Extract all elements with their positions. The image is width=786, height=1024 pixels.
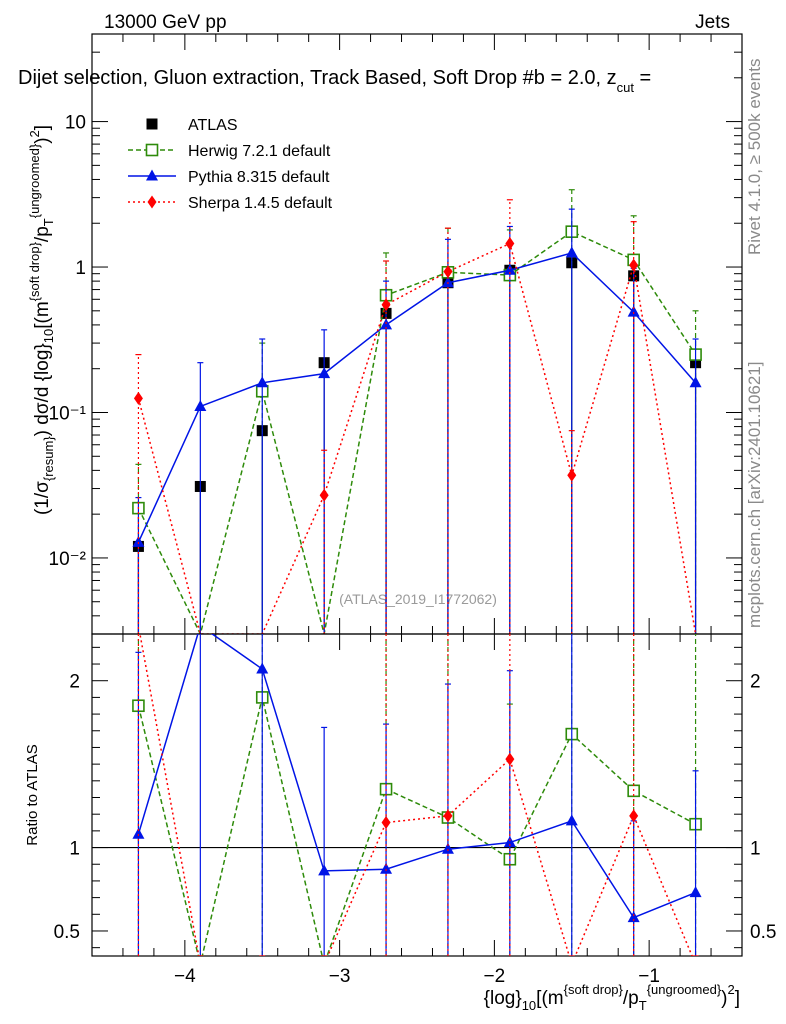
- ratio-series-pythia: [132, 634, 702, 956]
- plot-title-tail: =: [634, 67, 651, 89]
- main-y-tick-label: 1: [75, 258, 86, 279]
- ratio-point-pythia: [132, 827, 145, 839]
- legend-item-herwig: Herwig 7.2.1 default: [128, 143, 331, 160]
- category-label: Jets: [695, 12, 730, 33]
- main-y-tick-label: 10⁻¹: [49, 403, 87, 424]
- ratio-point-pythia: [441, 842, 454, 854]
- legend: ATLAS Herwig 7.2.1 default Pythia 8.315 de…: [128, 117, 333, 212]
- main-y-tick-label: 10⁻²: [49, 549, 87, 570]
- point-sherpa: [629, 258, 639, 272]
- point-pythia: [256, 376, 269, 388]
- ratio-point-sherpa: [629, 809, 639, 823]
- ratio-y-tick-label-right: 2: [750, 672, 761, 693]
- ratio-frame: [91, 633, 743, 957]
- ratio-point-pythia: [627, 911, 640, 923]
- mcplots-label: mcplots.cern.ch [arXiv:2401.10621]: [745, 362, 764, 628]
- line-herwig: [137, 230, 697, 634]
- ratio-point-sherpa: [443, 809, 453, 823]
- legend-label-atlas: ATLAS: [188, 117, 238, 134]
- point-pythia: [627, 305, 640, 317]
- rivet-version-label: Rivet 4.1.0, ≥ 500k events: [745, 59, 764, 255]
- x-tick-label: −2: [484, 966, 506, 987]
- ratio-point-pythia: [380, 862, 393, 874]
- analysis-tag: (ATLAS_2019_I1772062): [339, 591, 497, 607]
- legend-marker-sherpa: [147, 195, 157, 209]
- ratio-y-tick-label-right: 0.5: [750, 922, 776, 943]
- plot-title: Dijet selection, Gluon extraction, Track…: [18, 67, 651, 95]
- point-sherpa: [443, 265, 453, 279]
- point-pythia: [132, 535, 145, 547]
- series-sherpa: [133, 199, 699, 634]
- legend-item-atlas: ATLAS: [146, 117, 238, 134]
- x-tick-label: −3: [329, 966, 351, 987]
- point-pythia: [441, 276, 454, 288]
- ratio-point-pythia: [503, 836, 516, 848]
- point-sherpa: [319, 488, 329, 502]
- ratio-line-herwig: [137, 697, 696, 956]
- point-pythia: [503, 263, 516, 275]
- ratio-point-pythia: [318, 864, 331, 876]
- point-pythia: [194, 399, 207, 411]
- point-sherpa: [133, 391, 143, 405]
- legend-item-pythia: Pythia 8.315 default: [128, 169, 330, 186]
- ratio-point-sherpa: [505, 752, 515, 766]
- plot-title-sub: cut: [617, 80, 635, 95]
- main-y-tick-label: 10: [65, 113, 86, 134]
- ratio-point-sherpa: [381, 816, 391, 830]
- legend-marker-atlas: [146, 118, 158, 130]
- ratio-y-tick-label: 1: [69, 839, 80, 860]
- plot-title-main: Dijet selection, Gluon extraction, Track…: [18, 67, 617, 89]
- ratio-point-pythia: [256, 662, 269, 674]
- x-tick-label: −1: [638, 966, 660, 987]
- ratio-series-sherpa: [137, 634, 699, 956]
- point-sherpa: [567, 468, 577, 482]
- ratio-y-axis-title: Ratio to ATLAS: [24, 744, 41, 845]
- line-pythia: [137, 252, 697, 543]
- ratio-point-pythia: [565, 814, 578, 826]
- legend-item-sherpa: Sherpa 1.4.5 default: [128, 195, 333, 212]
- ratio-y-tick-label: 2: [69, 672, 80, 693]
- ratio-panel: −4 −3 −2 −1 0.5 0.5 1 1 2 2: [54, 633, 776, 987]
- legend-marker-herwig: [145, 143, 159, 157]
- point-sherpa: [381, 298, 391, 312]
- line-sherpa: [137, 242, 697, 634]
- point-pythia: [318, 367, 331, 379]
- ratio-line-pythia: [137, 634, 696, 919]
- ratio-y-tick-label-right: 1: [750, 839, 761, 860]
- legend-label-pythia: Pythia 8.315 default: [188, 169, 330, 186]
- energy-label: 13000 GeV pp: [104, 12, 227, 33]
- point-pythia: [689, 376, 702, 388]
- legend-marker-pythia: [146, 169, 158, 181]
- legend-label-sherpa: Sherpa 1.4.5 default: [188, 195, 333, 212]
- legend-label-herwig: Herwig 7.2.1 default: [188, 143, 331, 160]
- ratio-y-tick-label: 0.5: [54, 922, 80, 943]
- main-y-axis-title: (1/σ{resum}) dσ/d {log}10[(m{soft drop}/…: [27, 125, 56, 515]
- x-tick-label: −4: [174, 966, 196, 987]
- main-data: [132, 189, 702, 634]
- main-panel: 10⁻² 10⁻¹ 1 10: [49, 33, 743, 635]
- ratio-data: [132, 634, 702, 956]
- point-pythia: [565, 246, 578, 258]
- point-sherpa: [505, 237, 515, 251]
- ratio-point-pythia: [689, 886, 702, 898]
